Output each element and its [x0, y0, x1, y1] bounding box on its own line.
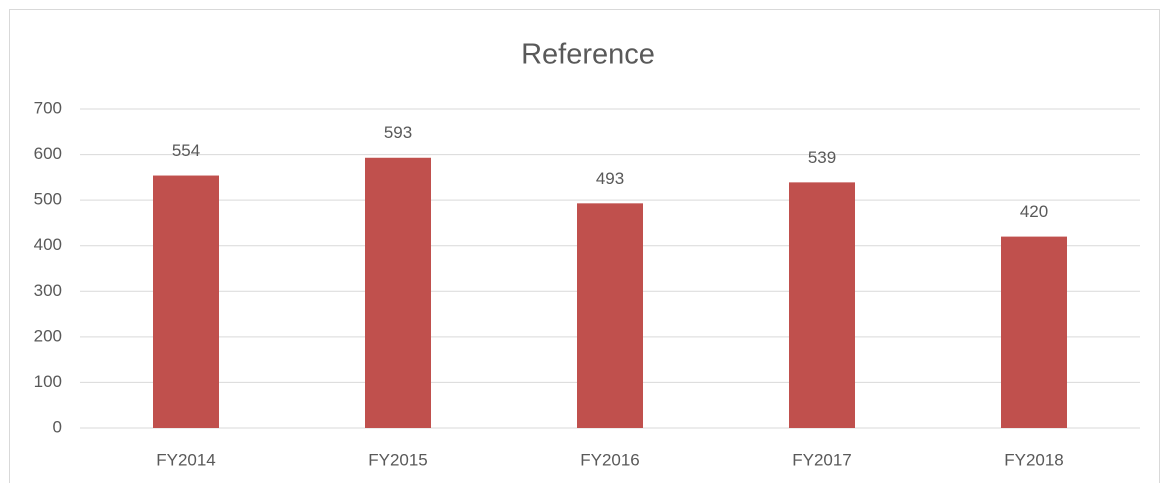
- data-label: 593: [384, 123, 412, 142]
- bar: [789, 182, 855, 428]
- y-tick-label: 700: [34, 98, 62, 117]
- bar: [1001, 236, 1067, 428]
- y-tick-label: 500: [34, 190, 62, 209]
- x-tick-label: FY2018: [1004, 450, 1064, 469]
- x-tick-label: FY2014: [156, 450, 216, 469]
- data-label: 493: [596, 169, 624, 188]
- y-tick-label: 200: [34, 326, 62, 345]
- y-tick-label: 600: [34, 144, 62, 163]
- y-tick-label: 0: [53, 417, 62, 436]
- y-tick-label: 300: [34, 281, 62, 300]
- data-label: 539: [808, 148, 836, 167]
- bar: [365, 157, 431, 429]
- bar: [577, 203, 643, 428]
- data-label: 420: [1020, 202, 1048, 221]
- x-tick-label: FY2017: [792, 450, 852, 469]
- chart-title: Reference: [521, 39, 655, 71]
- y-tick-label: 100: [34, 372, 62, 391]
- bar: [153, 175, 219, 428]
- data-label: 554: [172, 141, 200, 160]
- x-tick-label: FY2016: [580, 450, 640, 469]
- x-tick-label: FY2015: [368, 450, 428, 469]
- y-tick-label: 400: [34, 235, 62, 254]
